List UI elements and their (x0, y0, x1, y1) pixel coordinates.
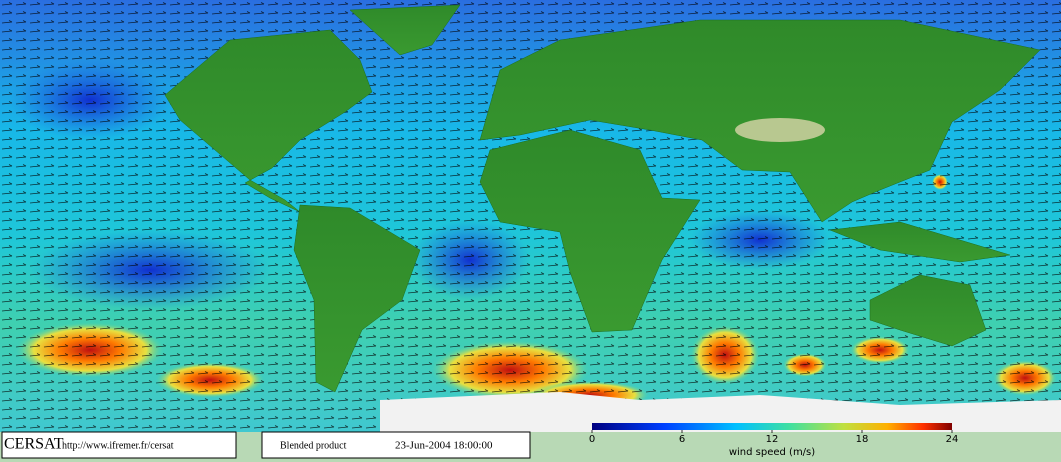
antarctica (380, 392, 1061, 432)
land-layer (164, 4, 1041, 393)
product: Blended product (280, 440, 347, 451)
timestamp: 23-Jun-2004 18:00:00 (395, 440, 493, 452)
colorbar-tick-label: 0 (589, 434, 595, 445)
colorbar-label: wind speed (m/s) (729, 447, 815, 458)
colorbar (592, 423, 952, 430)
colorbar-tick-label: 12 (766, 434, 779, 445)
colorbar-tick-label: 24 (946, 434, 959, 445)
colorbar-tick-label: 18 (856, 434, 869, 445)
logo-box (1, 431, 237, 459)
logo: CERSAT (4, 436, 64, 453)
product-box (261, 431, 531, 459)
url: http://www.ifremer.fr/cersat (62, 440, 174, 451)
colorbar-tick-label: 6 (679, 434, 685, 445)
